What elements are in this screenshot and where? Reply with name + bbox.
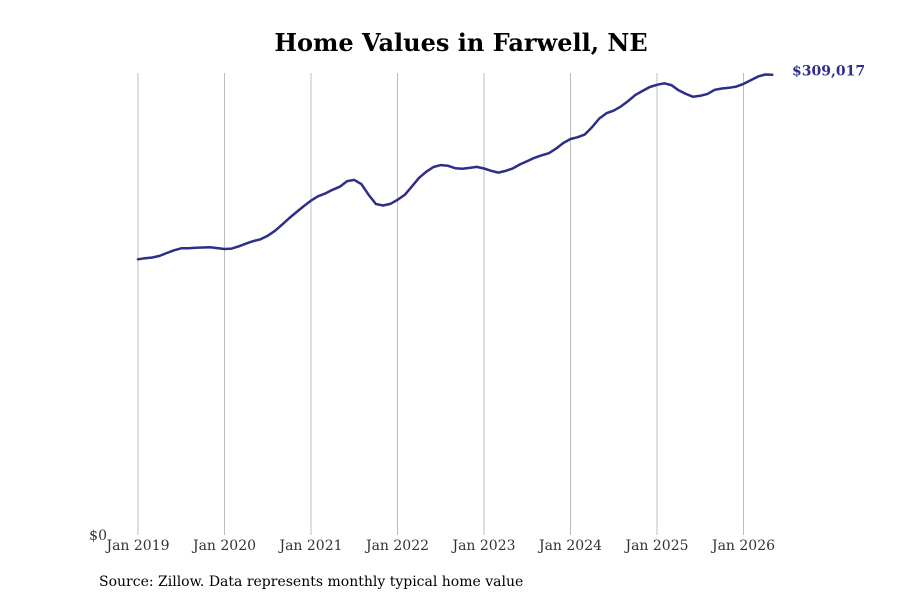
x-tick-label: Jan 2026 (710, 538, 775, 554)
axis-labels: Jan 2019 Jan 2020 Jan 2021 Jan 2022 Jan 2023… (89, 528, 775, 554)
x-tick-label: Jan 2025 (623, 538, 688, 554)
x-tick-label: Jan 2024 (537, 538, 602, 554)
grid-lines (137, 73, 744, 535)
series-layer: $309,017 (136, 63, 865, 261)
y-tick-label: $0 (89, 528, 107, 544)
source-note: Source: Zillow. Data represents monthly … (99, 574, 524, 590)
x-tick-label: Jan 2020 (191, 538, 256, 554)
chart-title: Home Values in Farwell, NE (274, 28, 648, 57)
line-chart: Jan 2019 Jan 2020 Jan 2021 Jan 2022 Jan 2023… (89, 63, 865, 554)
end-value-label: $309,017 (792, 63, 865, 79)
series-line-home-value (136, 73, 774, 261)
x-tick-label: Jan 2021 (277, 538, 342, 554)
x-tick-label: Jan 2019 (104, 538, 169, 554)
x-tick-label: Jan 2023 (450, 538, 515, 554)
x-tick-label: Jan 2022 (364, 538, 429, 554)
